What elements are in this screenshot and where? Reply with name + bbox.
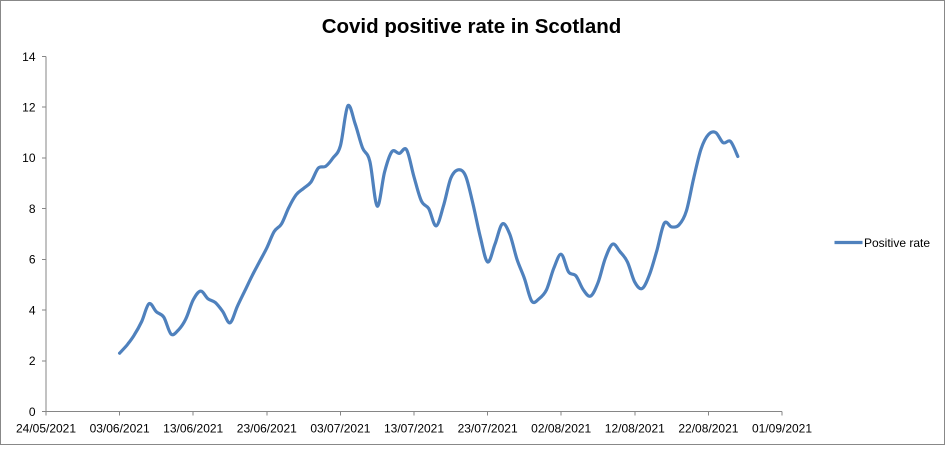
svg-text:Positive rate: Positive rate <box>864 236 930 250</box>
svg-text:6: 6 <box>29 253 36 267</box>
svg-text:23/07/2021: 23/07/2021 <box>458 422 518 436</box>
svg-text:22/08/2021: 22/08/2021 <box>678 422 738 436</box>
svg-text:03/07/2021: 03/07/2021 <box>310 422 370 436</box>
svg-text:13/07/2021: 13/07/2021 <box>384 422 444 436</box>
svg-text:10: 10 <box>22 151 36 165</box>
svg-text:8: 8 <box>29 202 36 216</box>
svg-text:2: 2 <box>29 354 36 368</box>
svg-text:01/09/2021: 01/09/2021 <box>752 422 812 436</box>
svg-text:13/06/2021: 13/06/2021 <box>163 422 223 436</box>
svg-text:12: 12 <box>22 101 36 115</box>
svg-text:12/08/2021: 12/08/2021 <box>605 422 665 436</box>
svg-text:0: 0 <box>29 405 36 419</box>
svg-text:14: 14 <box>22 50 36 64</box>
svg-text:24/05/2021: 24/05/2021 <box>16 422 76 436</box>
svg-text:4: 4 <box>29 303 36 317</box>
svg-text:Covid positive rate in Scotlan: Covid positive rate in Scotland <box>322 15 622 38</box>
svg-text:02/08/2021: 02/08/2021 <box>531 422 591 436</box>
svg-text:03/06/2021: 03/06/2021 <box>90 422 150 436</box>
svg-text:23/06/2021: 23/06/2021 <box>237 422 297 436</box>
